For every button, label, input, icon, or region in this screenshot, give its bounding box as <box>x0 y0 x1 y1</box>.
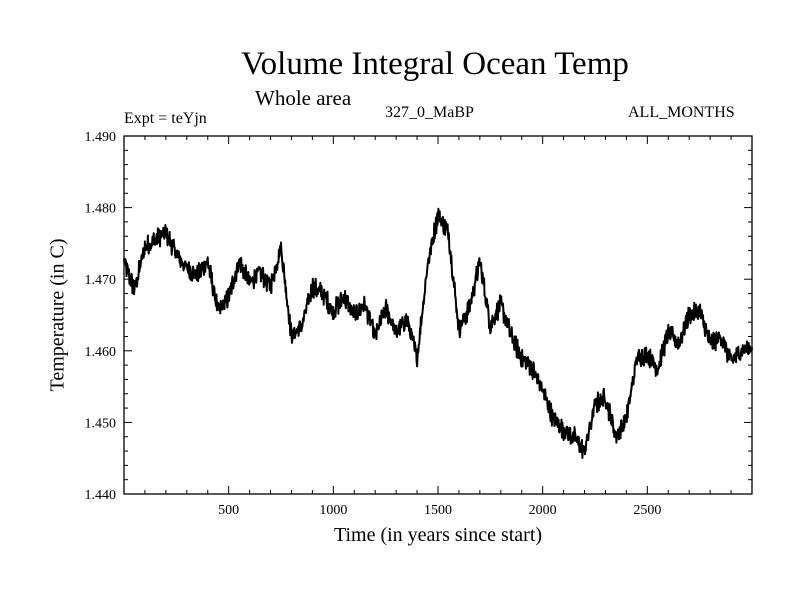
months-label: ALL_MONTHS <box>628 104 735 121</box>
chart-subtitle: Whole area <box>255 86 352 110</box>
x-tick-label: 2000 <box>529 503 557 518</box>
experiment-label: Expt = teYjn <box>124 110 207 127</box>
plot-frame <box>123 135 753 495</box>
axis-ticks: 500 1000 1500 2000 2500 1.440 1.450 1.460 1.470 1… <box>85 130 752 518</box>
y-tick-label: 1.460 <box>85 345 117 360</box>
x-tick-label: 1500 <box>424 503 452 518</box>
chart-title: Volume Integral Ocean Temp <box>241 46 629 82</box>
y-axis-label: Temperature (in C) <box>46 238 69 392</box>
x-tick-label: 1000 <box>319 503 347 518</box>
y-tick-label: 1.480 <box>85 202 117 217</box>
y-tick-label: 1.440 <box>85 488 117 503</box>
period-label: 327_0_MaBP <box>385 104 474 121</box>
y-tick-label: 1.490 <box>85 130 117 145</box>
x-tick-label: 500 <box>218 503 239 518</box>
y-tick-label: 1.470 <box>85 273 117 288</box>
x-tick-label: 2500 <box>633 503 661 518</box>
y-tick-label: 1.450 <box>85 416 117 431</box>
x-axis-label: Time (in years since start) <box>333 524 543 546</box>
series-line <box>123 207 753 459</box>
